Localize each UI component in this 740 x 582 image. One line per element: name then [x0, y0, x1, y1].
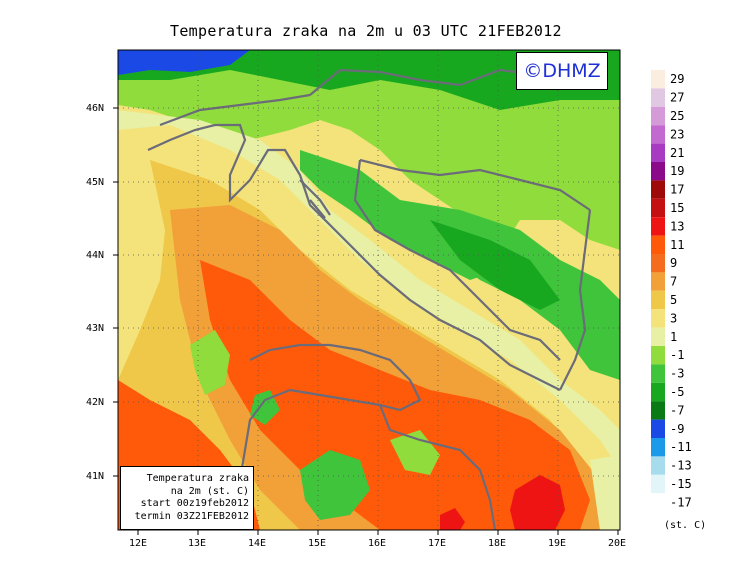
x-tick-label: 20E: [608, 538, 626, 549]
y-tick-label: 46N: [86, 103, 104, 114]
legend-swatch: [651, 493, 665, 512]
legend-level-label: 3: [670, 311, 677, 325]
x-tick-label: 16E: [368, 538, 386, 549]
x-tick-label: 15E: [308, 538, 326, 549]
legend-level-label: 19: [670, 164, 684, 178]
x-tick-label: 17E: [428, 538, 446, 549]
legend-level-label: -13: [670, 459, 692, 473]
axis-ticks: [113, 107, 619, 535]
y-tick-label: 41N: [86, 471, 104, 482]
legend-swatch: [651, 401, 665, 420]
legend-swatch: [651, 290, 665, 310]
legend-level-label: 21: [670, 146, 684, 160]
legend-swatch: [651, 217, 665, 236]
x-tick-label: 19E: [548, 538, 566, 549]
legend-swatch: [651, 474, 665, 494]
map-title: Temperatura zraka na 2m u 03 UTC 21FEB20…: [170, 22, 562, 40]
legend-swatch: [651, 382, 665, 402]
legend-level-label: 15: [670, 201, 684, 215]
legend-swatch: [651, 419, 665, 438]
legend-level-label: 5: [670, 293, 677, 307]
legend-level-label: 23: [670, 127, 684, 141]
temperature-field: [118, 50, 620, 530]
grid: [118, 50, 620, 530]
legend-swatch: [651, 438, 665, 457]
legend-swatch: [651, 198, 665, 218]
y-tick-label: 43N: [86, 323, 104, 334]
coastline: [147, 58, 601, 530]
legend-level-label: -5: [670, 385, 684, 399]
legend-level-label: 7: [670, 275, 677, 289]
legend-swatch: [651, 125, 665, 144]
legend-swatch: [651, 272, 665, 291]
legend-swatch: [651, 88, 665, 107]
legend-level-label: -7: [670, 403, 684, 417]
legend-swatch: [651, 364, 665, 383]
legend-level-label: 11: [670, 238, 684, 252]
legend-level-label: -1: [670, 348, 684, 362]
info-line: Temperatura zraka: [146, 473, 249, 484]
legend-swatch: [651, 162, 665, 181]
legend-swatch: [651, 327, 665, 346]
legend-swatch: [651, 309, 665, 328]
legend-level-label: -11: [670, 440, 692, 454]
legend-level-label: -17: [670, 495, 692, 509]
info-line: na 2m (st. C): [170, 485, 249, 497]
legend-level-label: -9: [670, 422, 684, 436]
y-axis-labels: 46N 45N 44N 43N 42N 41N: [86, 103, 104, 482]
y-tick-label: 45N: [86, 177, 104, 188]
legend-level-label: 29: [670, 72, 684, 86]
dhmz-logo: ©DHMZ: [516, 52, 608, 90]
legend-swatch: [651, 235, 665, 254]
x-tick-label: 18E: [488, 538, 506, 549]
legend-swatch: [651, 70, 665, 89]
legend-level-label: 9: [670, 256, 677, 270]
legend-level-label: 13: [670, 219, 684, 233]
legend-unit: (st. C): [664, 520, 706, 531]
info-box: Temperatura zraka na 2m (st. C) start 00…: [120, 466, 254, 530]
legend-swatch: [651, 180, 665, 199]
y-tick-label: 42N: [86, 397, 104, 408]
x-tick-label: 12E: [129, 538, 147, 549]
legend-level-label: -15: [670, 477, 692, 491]
legend-swatch: [651, 346, 665, 365]
x-tick-label: 14E: [248, 538, 266, 549]
legend-swatch: [651, 254, 665, 273]
legend-swatch: [651, 456, 665, 475]
y-tick-label: 44N: [86, 250, 104, 261]
info-line: start 00z19feb2012: [140, 498, 249, 509]
info-line: termin 03Z21FEB2012: [134, 510, 249, 522]
legend-level-label: -3: [670, 367, 684, 381]
x-tick-label: 13E: [188, 538, 206, 549]
legend-level-label: 1: [670, 330, 677, 344]
legend-level-label: 17: [670, 183, 684, 197]
color-legend: 29 27 25 23 21 19 17 15 13 11 9 7 5 3 1 -1 -3 -5 -7 -9 -11 -1…: [651, 70, 692, 512]
legend-level-label: 27: [670, 91, 684, 105]
x-axis-labels: 12E 13E 14E 15E 16E 17E 18E 19E 20E: [129, 538, 626, 549]
legend-swatch: [651, 106, 665, 126]
legend-level-label: 25: [670, 109, 684, 123]
plot-frame: [117, 49, 621, 531]
legend-swatch: [651, 143, 665, 162]
